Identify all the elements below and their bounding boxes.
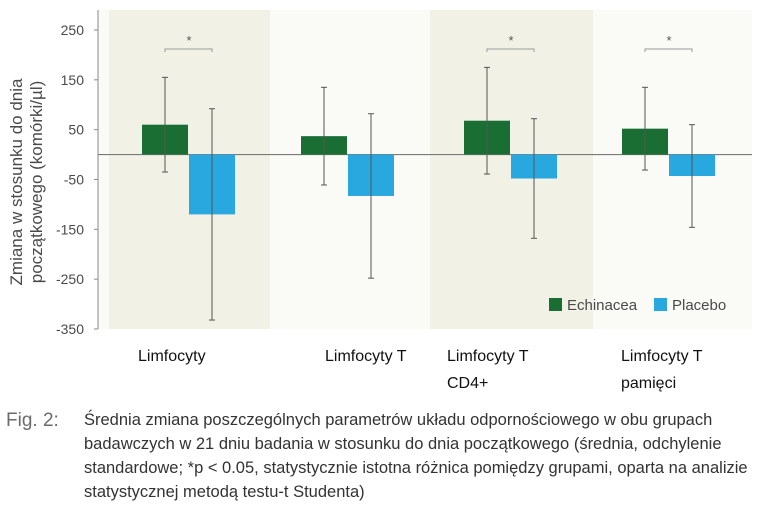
error-bars bbox=[162, 66, 695, 321]
x-axis-categories: Limfocyty Limfocyty T Limfocyty T CD4+ Limfo… bbox=[138, 348, 703, 392]
legend-label: Placebo bbox=[672, 297, 726, 314]
y-tick-label: -150 bbox=[56, 221, 84, 237]
legend-swatch bbox=[549, 298, 562, 311]
significance-star: * bbox=[666, 33, 671, 48]
bar-chart: 250 150 50 -50 -150 -250 -350 * * * Echinacea Pla… bbox=[7, 10, 752, 392]
significance-star: * bbox=[186, 33, 191, 48]
y-tick-label: -350 bbox=[56, 321, 84, 337]
y-tick-label: 250 bbox=[61, 22, 85, 38]
significance-markers: * * * bbox=[164, 33, 693, 52]
figure-caption: Średnia zmiana poszczególnych parametrów… bbox=[84, 411, 748, 501]
category-label: Limfocyty T bbox=[325, 348, 407, 365]
category-label: Limfocyty T bbox=[447, 348, 529, 365]
y-axis-label: Zmiana w stosunku do dnia początkowego (k… bbox=[7, 78, 46, 285]
significance-star: * bbox=[508, 33, 513, 48]
significance-bracket bbox=[486, 48, 535, 52]
legend-swatch bbox=[654, 298, 667, 311]
y-tick-label: 50 bbox=[68, 122, 84, 138]
category-label: CD4+ bbox=[447, 375, 488, 392]
y-tick-label: -250 bbox=[56, 271, 84, 287]
figure-label: Fig. 2: bbox=[6, 410, 59, 431]
significance-bracket bbox=[644, 48, 693, 52]
y-axis-label-line: Zmiana w stosunku do dnia bbox=[7, 78, 26, 285]
legend-label: Echinacea bbox=[567, 297, 638, 314]
y-tick-label: 150 bbox=[61, 72, 85, 88]
y-tick-label: -50 bbox=[64, 172, 84, 188]
significance-bracket bbox=[164, 48, 213, 52]
y-axis-label-line: początkowego (komórki/µl) bbox=[27, 81, 46, 284]
category-label: pamięci bbox=[621, 375, 676, 392]
category-label: Limfocyty bbox=[138, 348, 206, 365]
category-label: Limfocyty T bbox=[621, 348, 703, 365]
legend: Echinacea Placebo bbox=[549, 297, 726, 314]
